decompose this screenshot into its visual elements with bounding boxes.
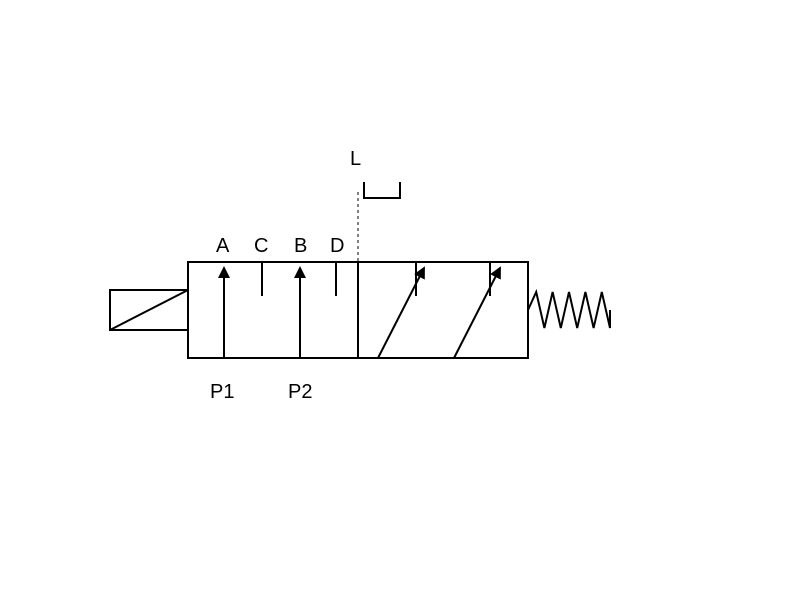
valve-schematic: L A C B D P1 P2 — [0, 0, 800, 600]
blocked-port-c — [248, 262, 276, 296]
label-b: B — [294, 235, 307, 257]
pilot-bracket — [364, 182, 400, 198]
blocked-port-r2 — [476, 262, 504, 296]
label-p2: P2 — [288, 381, 312, 403]
label-p1: P1 — [210, 381, 234, 403]
label-d: D — [330, 235, 344, 257]
label-a: A — [216, 235, 230, 257]
spring-return — [528, 292, 610, 328]
blocked-port-r1 — [402, 262, 430, 296]
flow-arrow-diag-2 — [454, 268, 500, 358]
label-l: L — [350, 148, 361, 170]
lever-actuator — [110, 290, 188, 330]
label-c: C — [254, 235, 268, 257]
blocked-port-d — [322, 262, 350, 296]
flow-arrow-diag-1 — [378, 268, 424, 358]
